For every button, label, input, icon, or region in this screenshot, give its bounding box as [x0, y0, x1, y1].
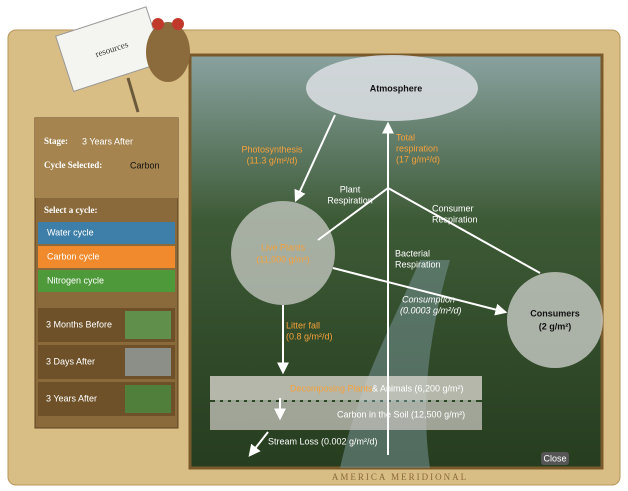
flow-label: Plant — [340, 184, 361, 194]
cycle-value: Carbon — [130, 160, 160, 170]
decomposing-label: Decomposing Plants — [290, 383, 373, 393]
scenario-name: 3 Months Before — [46, 319, 112, 329]
cycle-name: Carbon cycle — [47, 251, 100, 261]
cycle-name: Water cycle — [47, 227, 94, 237]
flow-label: Respiration — [432, 214, 478, 224]
live-plants-node — [231, 201, 335, 305]
consumers-node — [507, 272, 603, 368]
node-label: Live Plants — [261, 242, 306, 252]
sign-stick — [126, 77, 140, 113]
atmosphere-node — [306, 55, 478, 121]
stage-value: 3 Years After — [82, 136, 133, 146]
flow-label: respiration — [396, 143, 438, 153]
arrows — [248, 114, 541, 457]
soil-label: Carbon in the Soil (12,500 g/m²) — [337, 409, 465, 419]
nitrogen-button[interactable] — [38, 270, 175, 292]
select-label: Select a cycle: — [44, 205, 97, 215]
flow-label: (11.3 g/m²/d) — [247, 155, 298, 165]
frog-eye — [172, 18, 184, 30]
close-label[interactable]: Close — [543, 453, 566, 463]
decomposing-label: & Animals (6,200 g/m²) — [372, 383, 464, 393]
water-button[interactable] — [38, 222, 175, 244]
soil-box — [210, 402, 482, 430]
flow-label: Respiration — [327, 195, 373, 205]
stage-box — [35, 118, 178, 198]
flow-label: (0.8 g/m²/d) — [286, 331, 333, 341]
flow-label: Litter fall — [286, 320, 320, 330]
node-label: (2 g/m²) — [539, 321, 572, 331]
thumbnail — [125, 385, 171, 413]
flow-label: Total — [396, 132, 415, 142]
flow-label: Stream Loss (0.002 g/m²/d) — [268, 436, 378, 446]
stage-label: Stage: — [44, 136, 68, 146]
node-label: (11,000 g/m²) — [256, 254, 309, 264]
flow-label: Photosynthesis — [241, 144, 303, 154]
flow-label: (0.0003 g/m²/d) — [400, 305, 462, 315]
atmosphere-label: Atmosphere — [370, 83, 423, 93]
flow-label: Bacterial — [395, 248, 430, 258]
flow-label: Consumer — [432, 203, 474, 213]
scenario-name: 3 Years After — [46, 393, 97, 403]
cycle-label: Cycle Selected: — [44, 160, 102, 170]
flow-label: Respiration — [395, 259, 441, 269]
flow-label: (17 g/m²/d) — [396, 154, 440, 164]
thumbnail — [125, 348, 171, 376]
frog-eye — [152, 18, 164, 30]
map-footer: AMERICA MERIDIONAL — [332, 472, 468, 482]
carbon-button[interactable] — [38, 246, 175, 268]
flow-label: Consumption — [402, 294, 455, 304]
scenario-name: 3 Days After — [46, 356, 95, 366]
node-label: Consumers — [530, 308, 580, 318]
decomposing-box — [210, 376, 482, 400]
close-button[interactable] — [541, 452, 569, 465]
thumbnail — [125, 311, 171, 339]
frog — [146, 22, 190, 82]
cycle-name: Nitrogen cycle — [47, 275, 104, 285]
